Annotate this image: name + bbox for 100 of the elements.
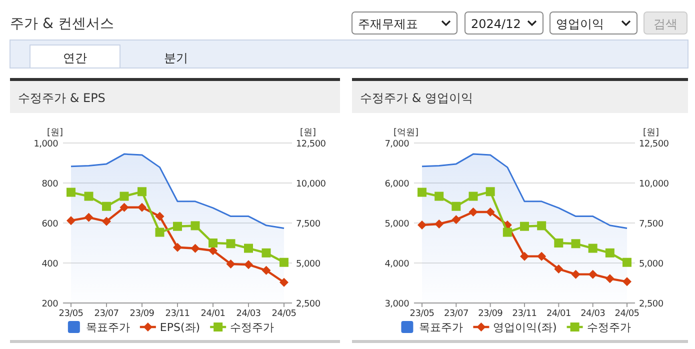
x-tick-label: 23/09: [130, 309, 155, 319]
point: [244, 244, 253, 253]
y2-tick-label: 2,500: [639, 300, 664, 310]
point: [66, 188, 76, 197]
y2-tick-label: 5,000: [639, 260, 664, 270]
x-tick-label: 23/05: [58, 309, 84, 319]
y2-tick-label: 12,500: [639, 140, 670, 150]
point: [622, 258, 632, 267]
text: 연간: [63, 51, 87, 65]
chart-title: 수정주가 & EPS: [18, 91, 106, 105]
x-tick-label: 23/07: [94, 309, 119, 319]
x-tick-label: 24/01: [200, 309, 226, 319]
point: [138, 187, 146, 196]
y-tick-label: 1,000: [34, 140, 59, 150]
point: [452, 202, 461, 211]
point: [537, 221, 546, 230]
x-tick-label: 24/05: [272, 309, 296, 319]
point: [120, 202, 129, 212]
point: [554, 264, 564, 274]
text: 영업이익: [556, 17, 604, 31]
point: [226, 239, 236, 248]
x-tick-label: 23/11: [165, 309, 190, 319]
point: [66, 216, 76, 226]
point: [418, 220, 426, 230]
point: [155, 212, 164, 221]
legend-label: EPS(좌): [160, 321, 200, 334]
y2-axis-title: [원]: [642, 128, 660, 138]
y-tick-label: 4,000: [384, 260, 410, 270]
legend-label: 수정주가: [230, 321, 274, 334]
y-tick-label: 7,000: [384, 140, 410, 150]
y2-axis-title: [원]: [300, 128, 316, 138]
x-tick-label: 24/03: [236, 309, 261, 319]
y2-tick-label: 7,500: [296, 220, 321, 230]
chart-title: 수정주가 & 영업이익: [360, 91, 473, 105]
y2-tick-label: 10,000: [296, 180, 326, 190]
y-tick-label: 6,000: [384, 180, 410, 190]
point: [226, 260, 236, 268]
point: [155, 228, 164, 237]
y-axis-title: [억원]: [393, 128, 419, 138]
y2-tick-label: 12,500: [296, 140, 326, 150]
x-tick-label: 23/07: [444, 309, 468, 319]
point: [468, 208, 478, 216]
point: [520, 222, 529, 231]
y-tick-label: 5,000: [384, 220, 410, 230]
text: 주재무제표: [358, 17, 418, 31]
x-tick-label: 23/09: [478, 309, 504, 319]
x-tick-label: 24/05: [614, 309, 640, 319]
y2-tick-label: 2,500: [296, 300, 321, 310]
point: [468, 192, 478, 201]
point: [605, 274, 614, 284]
legend-label: 목표주가: [86, 321, 130, 334]
y-tick-label: 600: [42, 220, 59, 230]
point: [571, 270, 580, 279]
y2-tick-label: 7,500: [639, 220, 664, 230]
point: [588, 244, 598, 253]
x-tick-label: 23/11: [512, 309, 537, 319]
point: [102, 202, 111, 211]
y-tick-label: 3,000: [384, 300, 410, 310]
y2-tick-label: 10,000: [639, 180, 670, 190]
point: [418, 188, 426, 197]
text: 검색: [654, 17, 678, 31]
point: [208, 238, 218, 248]
y-axis-title: [원]: [46, 128, 64, 138]
point: [84, 212, 94, 222]
x-tick-label: 24/03: [580, 309, 606, 319]
point: [434, 220, 444, 228]
point: [190, 221, 200, 230]
point: [280, 278, 288, 287]
point: [537, 252, 546, 261]
point: [520, 252, 529, 261]
point: [588, 270, 598, 279]
point: [138, 202, 146, 212]
point: [605, 248, 614, 258]
y-tick-label: 200: [42, 300, 59, 310]
point: [102, 216, 111, 226]
legend-label: 목표주가: [419, 321, 464, 334]
text: 분기: [164, 51, 188, 65]
text: 2024/12: [471, 17, 521, 31]
point: [173, 222, 182, 231]
legend-label: 영업이익(좌): [493, 321, 557, 334]
y2-tick-label: 5,000: [296, 260, 321, 270]
point: [280, 258, 288, 267]
legend-label: 수정주가: [586, 321, 631, 334]
point: [434, 192, 444, 201]
point: [554, 238, 564, 248]
point: [486, 187, 495, 196]
point: [622, 277, 632, 286]
point: [120, 192, 129, 201]
text: 주가 & 컨센서스: [10, 16, 114, 32]
x-tick-label: 24/01: [546, 309, 571, 319]
point: [190, 244, 200, 253]
point: [486, 208, 495, 216]
point: [502, 228, 512, 237]
point: [262, 248, 271, 258]
point: [244, 260, 253, 270]
point: [173, 242, 182, 252]
y-tick-label: 800: [42, 180, 59, 190]
y-tick-label: 400: [42, 260, 59, 270]
point: [452, 215, 461, 224]
point: [262, 266, 271, 275]
